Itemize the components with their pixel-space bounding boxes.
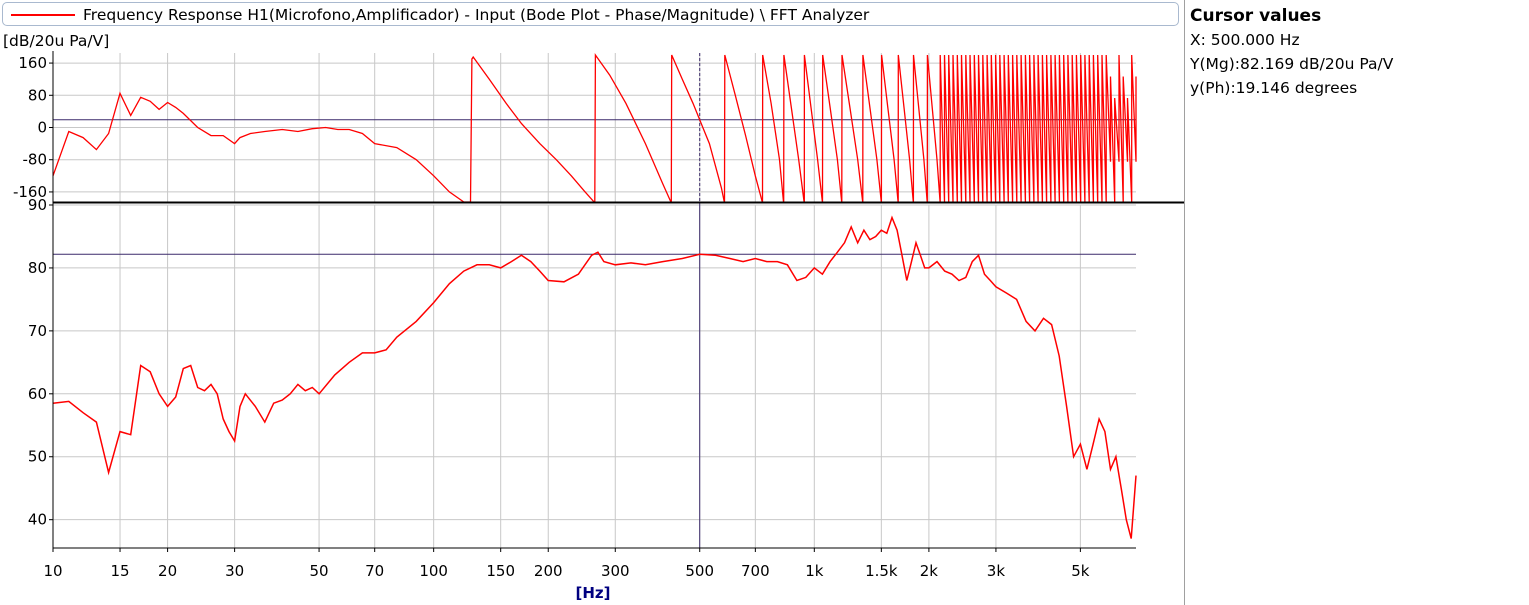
plot-frame xyxy=(49,51,1184,552)
mag-ytick-label-50: 50 xyxy=(28,448,47,466)
y-unit-label: [dB/20u Pa/V] xyxy=(3,32,110,50)
xtick-label-15: 15 xyxy=(110,562,129,580)
xtick-label-100: 100 xyxy=(419,562,448,580)
phase-ytick-label--160: -160 xyxy=(13,183,47,201)
plot-pane[interactable]: Frequency Response H1(Microfono,Amplific… xyxy=(0,0,1184,605)
xtick-label-1.5k: 1.5k xyxy=(865,562,898,580)
xtick-label-5k: 5k xyxy=(1071,562,1090,580)
xtick-label-700: 700 xyxy=(741,562,770,580)
bode-plot-chart[interactable]: -160 -80 0 80 160 40 50 60 70 80 90 10 15 20 30 50 70 100… xyxy=(0,0,1184,605)
magnitude-trace xyxy=(52,215,1137,539)
xtick-label-20: 20 xyxy=(158,562,177,580)
xtick-label-150: 150 xyxy=(486,562,515,580)
mag-ytick-label-80: 80 xyxy=(28,259,47,277)
tick-labels: -160 -80 0 80 160 40 50 60 70 80 90 10 15 20 30 50 70 100… xyxy=(13,54,1090,602)
xtick-label-300: 300 xyxy=(601,562,630,580)
phase-ytick-label-80: 80 xyxy=(28,86,47,104)
legend-line-swatch xyxy=(11,14,75,16)
cursor-magnitude-value: Y(Mg):82.169 dB/20u Pa/V xyxy=(1190,55,1394,73)
phase-ytick-label--80: -80 xyxy=(23,151,48,169)
mag-ytick-label-90: 90 xyxy=(28,196,47,214)
xtick-label-1k: 1k xyxy=(805,562,824,580)
xtick-label-3k: 3k xyxy=(987,562,1006,580)
xtick-label-10: 10 xyxy=(43,562,62,580)
xtick-label-500: 500 xyxy=(685,562,714,580)
xtick-label-2k: 2k xyxy=(920,562,939,580)
xtick-label-70: 70 xyxy=(365,562,384,580)
phase-ytick-label-160: 160 xyxy=(18,54,47,72)
cursor-values-panel: Cursor values X: 500.000 Hz Y(Mg):82.169… xyxy=(1184,0,1529,605)
phase-ytick-label-0: 0 xyxy=(37,119,47,137)
mag-ytick-label-70: 70 xyxy=(28,322,47,340)
cursor-values-title: Cursor values xyxy=(1190,6,1322,26)
cursor-x-value: X: 500.000 Hz xyxy=(1190,31,1300,49)
x-axis-unit-label: [Hz] xyxy=(576,584,611,602)
phase-trace xyxy=(52,52,1137,203)
xtick-label-30: 30 xyxy=(225,562,244,580)
xtick-label-200: 200 xyxy=(534,562,563,580)
xtick-label-50: 50 xyxy=(310,562,329,580)
mag-ytick-label-40: 40 xyxy=(28,511,47,529)
legend-bar[interactable]: Frequency Response H1(Microfono,Amplific… xyxy=(2,2,1179,26)
legend-text: Frequency Response H1(Microfono,Amplific… xyxy=(83,6,870,24)
mag-ytick-label-60: 60 xyxy=(28,385,47,403)
cursor-phase-value: y(Ph):19.146 degrees xyxy=(1190,79,1358,97)
